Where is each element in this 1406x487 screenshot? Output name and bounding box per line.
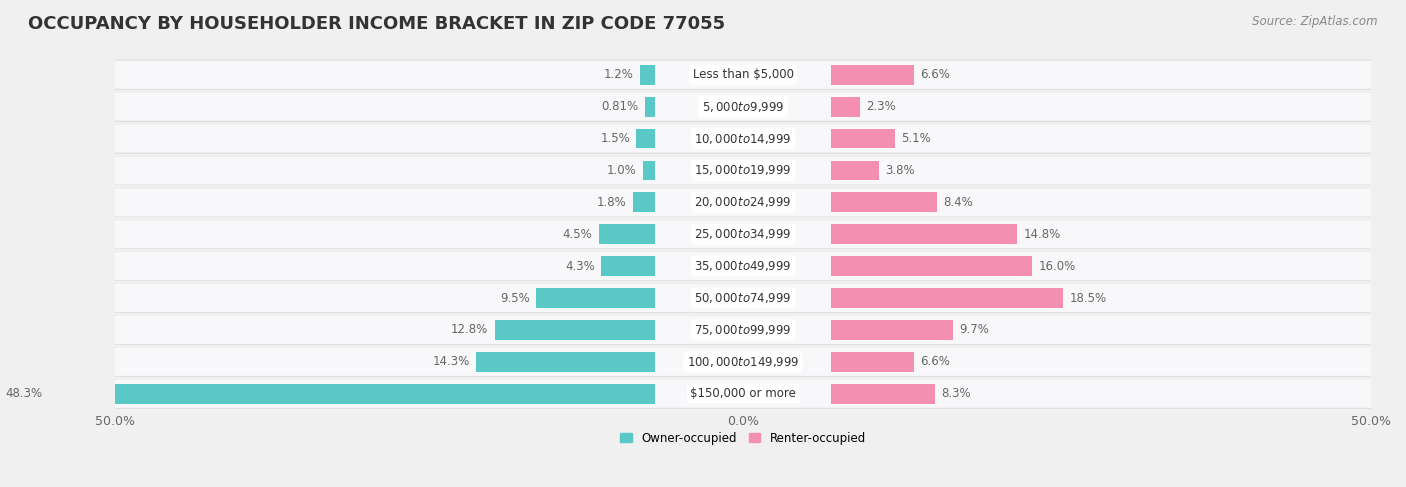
Bar [831, 320, 953, 340]
Text: 6.6%: 6.6% [920, 68, 950, 81]
Bar [831, 129, 896, 149]
Text: 8.4%: 8.4% [943, 196, 973, 209]
Text: 1.8%: 1.8% [596, 196, 627, 209]
Text: 12.8%: 12.8% [451, 323, 488, 337]
Text: $5,000 to $9,999: $5,000 to $9,999 [702, 100, 785, 113]
Text: Less than $5,000: Less than $5,000 [693, 68, 793, 81]
FancyBboxPatch shape [105, 156, 1381, 185]
FancyBboxPatch shape [103, 187, 1384, 218]
Text: $25,000 to $34,999: $25,000 to $34,999 [695, 227, 792, 241]
FancyBboxPatch shape [105, 284, 1381, 312]
Bar [637, 129, 655, 149]
Text: 8.3%: 8.3% [942, 387, 972, 400]
FancyBboxPatch shape [103, 59, 1384, 90]
Text: 5.1%: 5.1% [901, 132, 931, 145]
FancyBboxPatch shape [103, 155, 1384, 186]
FancyBboxPatch shape [105, 348, 1381, 376]
Text: $50,000 to $74,999: $50,000 to $74,999 [695, 291, 792, 305]
FancyBboxPatch shape [103, 283, 1384, 313]
FancyBboxPatch shape [103, 378, 1384, 409]
Text: 3.8%: 3.8% [884, 164, 915, 177]
Legend: Owner-occupied, Renter-occupied: Owner-occupied, Renter-occupied [616, 427, 870, 450]
Bar [831, 352, 914, 372]
Text: $10,000 to $14,999: $10,000 to $14,999 [695, 131, 792, 146]
Bar [831, 384, 935, 404]
Bar [831, 192, 936, 212]
Text: 14.8%: 14.8% [1024, 228, 1060, 241]
Text: 2.3%: 2.3% [866, 100, 896, 113]
Bar [633, 192, 655, 212]
Text: 9.5%: 9.5% [501, 292, 530, 304]
Text: OCCUPANCY BY HOUSEHOLDER INCOME BRACKET IN ZIP CODE 77055: OCCUPANCY BY HOUSEHOLDER INCOME BRACKET … [28, 15, 725, 33]
Text: $150,000 or more: $150,000 or more [690, 387, 796, 400]
Text: 4.3%: 4.3% [565, 260, 595, 273]
FancyBboxPatch shape [105, 316, 1381, 344]
Text: 0.81%: 0.81% [602, 100, 638, 113]
FancyBboxPatch shape [105, 61, 1381, 89]
FancyBboxPatch shape [105, 220, 1381, 248]
Bar [831, 256, 1032, 276]
Bar [643, 161, 655, 180]
Bar [536, 288, 655, 308]
Text: 1.5%: 1.5% [600, 132, 630, 145]
FancyBboxPatch shape [105, 252, 1381, 280]
FancyBboxPatch shape [103, 347, 1384, 377]
FancyBboxPatch shape [105, 188, 1381, 216]
FancyBboxPatch shape [105, 380, 1381, 408]
Bar [831, 288, 1063, 308]
Text: 6.6%: 6.6% [920, 356, 950, 368]
Text: Source: ZipAtlas.com: Source: ZipAtlas.com [1253, 15, 1378, 28]
Text: 48.3%: 48.3% [6, 387, 42, 400]
FancyBboxPatch shape [103, 315, 1384, 345]
Text: 1.0%: 1.0% [606, 164, 637, 177]
Text: $20,000 to $24,999: $20,000 to $24,999 [695, 195, 792, 209]
FancyBboxPatch shape [103, 92, 1384, 122]
Text: 1.2%: 1.2% [605, 68, 634, 81]
Bar [599, 225, 655, 244]
FancyBboxPatch shape [103, 123, 1384, 154]
Text: $75,000 to $99,999: $75,000 to $99,999 [695, 323, 792, 337]
Bar [640, 65, 655, 85]
Text: 18.5%: 18.5% [1070, 292, 1107, 304]
Bar [645, 97, 655, 116]
FancyBboxPatch shape [103, 219, 1384, 249]
FancyBboxPatch shape [103, 251, 1384, 281]
Bar [831, 161, 879, 180]
FancyBboxPatch shape [105, 93, 1381, 121]
Text: 4.5%: 4.5% [562, 228, 592, 241]
Bar [475, 352, 655, 372]
Bar [495, 320, 655, 340]
Bar [831, 65, 914, 85]
Bar [831, 225, 1017, 244]
Text: 16.0%: 16.0% [1038, 260, 1076, 273]
FancyBboxPatch shape [105, 125, 1381, 152]
Text: 14.3%: 14.3% [432, 356, 470, 368]
Text: $100,000 to $149,999: $100,000 to $149,999 [688, 355, 800, 369]
Text: $35,000 to $49,999: $35,000 to $49,999 [695, 259, 792, 273]
Text: $15,000 to $19,999: $15,000 to $19,999 [695, 164, 792, 177]
Bar [831, 97, 860, 116]
Bar [602, 256, 655, 276]
Text: 9.7%: 9.7% [959, 323, 988, 337]
Bar [49, 384, 655, 404]
